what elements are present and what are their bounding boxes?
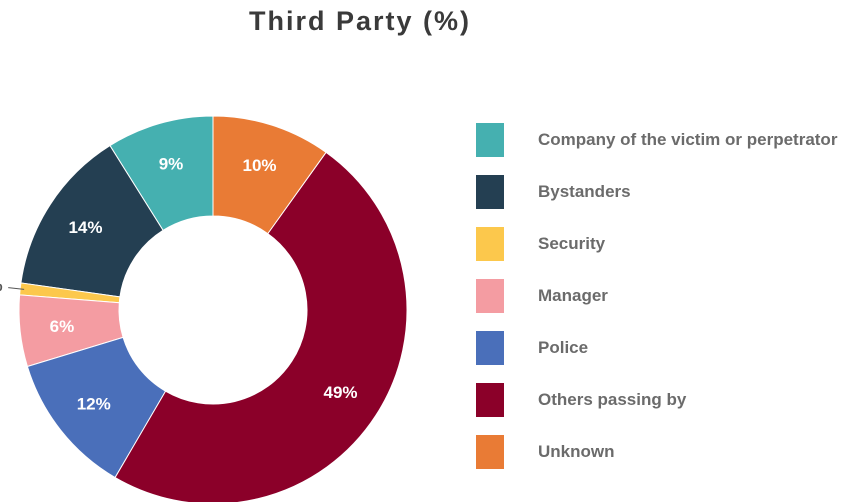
legend-label: Bystanders: [538, 182, 631, 201]
slice-label-bystanders: 14%: [68, 218, 102, 237]
legend-swatch: [476, 279, 504, 313]
slice-others-passing-by: [114, 151, 408, 502]
legend-swatch: [476, 227, 504, 261]
legend-item-police: Police: [476, 322, 837, 374]
donut-chart: 9% 14% 1% 6% 12% 49% 10%: [0, 115, 408, 502]
legend-label: Company of the victim or perpetrator: [538, 130, 838, 149]
legend-item-others-passing-by: Others passing by: [476, 374, 837, 426]
legend-label: Others passing by: [538, 390, 687, 409]
chart-legend: Company of the victim or perpetrator Byst…: [476, 114, 837, 478]
slice-label-security: 1%: [0, 276, 3, 295]
legend-swatch: [476, 175, 504, 209]
legend-swatch: [476, 331, 504, 365]
slice-label-unknown: 10%: [243, 156, 277, 175]
legend-item-unknown: Unknown: [476, 426, 837, 478]
legend-item-bystanders: Bystanders: [476, 166, 837, 218]
legend-swatch: [476, 123, 504, 157]
legend-item-security: Security: [476, 218, 837, 270]
slice-unknown: [212, 115, 327, 235]
legend-label: Security: [538, 234, 606, 253]
legend-item-company-of-the-victim-or-perpetrator: Company of the victim or perpetrator: [476, 114, 837, 166]
legend-label: Unknown: [538, 442, 615, 461]
legend-item-manager: Manager: [476, 270, 837, 322]
slice-label-company-of-the-victim-or-perpetrator: 9%: [159, 154, 184, 173]
slice-label-manager: 6%: [50, 317, 75, 336]
legend-swatch: [476, 435, 504, 469]
slice-label-police: 12%: [77, 395, 111, 414]
chart-title: Third Party (%): [248, 6, 472, 36]
legend-label: Police: [538, 338, 589, 357]
legend-label: Manager: [538, 286, 608, 305]
slice-label-others-passing-by: 49%: [324, 383, 358, 402]
legend-swatch: [476, 383, 504, 417]
leader-line-security: [8, 287, 25, 290]
